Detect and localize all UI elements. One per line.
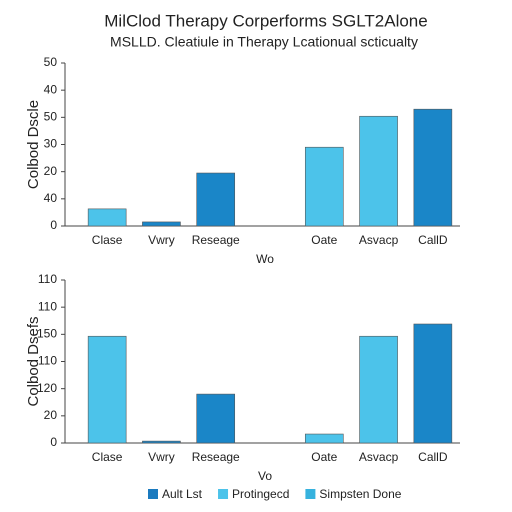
y-tick-label: 30 — [44, 137, 58, 151]
y-tick-label: 40 — [44, 82, 58, 96]
y-tick-label: 110 — [38, 272, 57, 286]
y-tick-label: 0 — [50, 435, 57, 449]
bar — [87, 335, 127, 444]
legend-swatch — [305, 489, 316, 499]
bar — [359, 115, 398, 227]
x-tick-label: Reseage — [192, 233, 240, 247]
x-tick-label: Asvacp — [359, 233, 399, 247]
legend-label: Protingecd — [232, 487, 289, 501]
legend-swatch — [148, 489, 158, 499]
x-axis-label: Vo — [258, 469, 272, 483]
y-tick-label: 120 — [37, 381, 57, 395]
bar — [413, 108, 453, 227]
bar — [304, 146, 344, 227]
bar — [142, 221, 181, 227]
x-tick-label: Oate — [311, 233, 337, 247]
chart-subtitle: MSLLD. Cleatiule in Therapy Lcationual s… — [110, 34, 418, 50]
bar — [196, 172, 236, 227]
x-tick-label: Oate — [311, 450, 337, 464]
x-tick-label: Clase — [92, 450, 123, 464]
legend-label: Simpsten Done — [319, 487, 401, 501]
y-tick-label: 150 — [37, 327, 57, 341]
bar — [87, 208, 127, 227]
x-axis-label: Wo — [256, 252, 274, 266]
y-tick-label: 50 — [44, 55, 58, 69]
bar — [142, 440, 181, 444]
x-tick-label: CallD — [418, 450, 448, 464]
x-tick-label: Vwry — [148, 450, 175, 464]
bar — [304, 433, 344, 444]
y-tick-label: 20 — [44, 408, 58, 422]
x-tick-label: Asvacp — [359, 450, 399, 464]
x-tick-label: Reseage — [192, 450, 240, 464]
x-tick-label: Vwry — [148, 233, 175, 247]
bar — [413, 323, 453, 444]
y-axis-label: Colbod Dsefs — [25, 316, 42, 406]
y-tick-label: 20 — [44, 164, 58, 178]
y-axis-label: Colbod Dscle — [25, 100, 42, 189]
y-tick-label: 110 — [38, 299, 57, 313]
chart-title: MilClod Therapy Corperforms SGLT2Alone — [104, 11, 427, 30]
y-tick-label: 40 — [44, 191, 58, 205]
legend-label: Ault Lst — [162, 487, 203, 501]
y-tick-label: 0 — [50, 218, 57, 232]
bar — [196, 393, 236, 444]
x-tick-label: Clase — [92, 233, 123, 247]
legend-swatch — [218, 489, 229, 499]
y-tick-label: 110 — [38, 354, 57, 368]
y-tick-label: 50 — [44, 110, 58, 124]
x-tick-label: CallD — [418, 233, 448, 247]
bar — [359, 335, 398, 444]
